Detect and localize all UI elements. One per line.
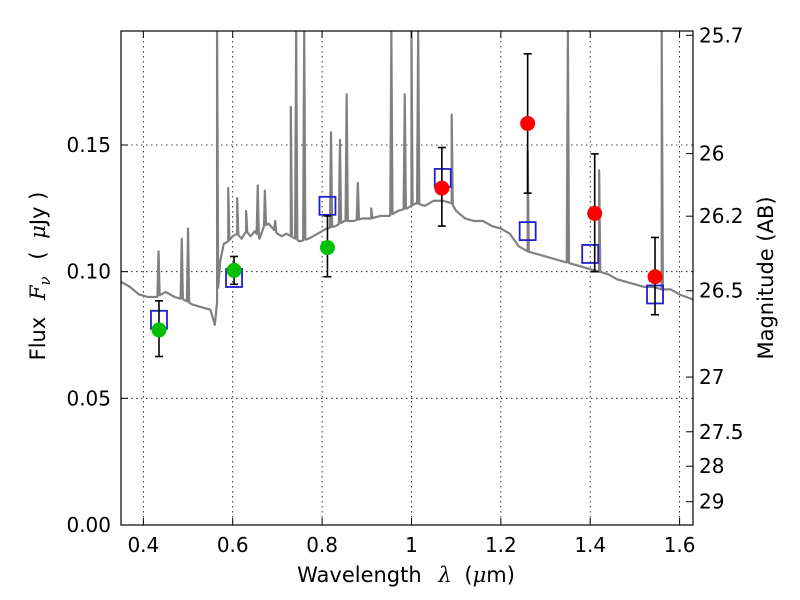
y-tick-label: 0.00: [66, 513, 111, 537]
x-tick-label: 1.2: [485, 533, 517, 557]
model-photometry-square: [318, 195, 337, 216]
y-axis-label-symbol: F: [26, 284, 50, 301]
x-tick-label: 1: [405, 533, 418, 557]
observed-flux-point: [520, 115, 536, 131]
y2-tick-label: 27.5: [699, 420, 744, 444]
observed-flux-point: [226, 262, 242, 278]
y2-tick-label: 26.2: [699, 204, 744, 228]
y-axis-label: Flux Fν ( μJy ): [26, 192, 55, 361]
x-axis-label-unit-close: m): [486, 563, 515, 587]
y-axis-label-unit-mu: μ: [26, 225, 50, 239]
tick-layer: 0.4 0.6 0.8 1 1.2 1.4 1.6 0.00 0.05 0.10 0.15 25.7 2…: [66, 23, 743, 557]
y-tick-label: 0.10: [66, 260, 111, 284]
plot-layer: [121, 31, 693, 358]
x-axis-label-text: Wavelength: [297, 563, 422, 587]
y-axis-label-unit-close: Jy ): [26, 192, 50, 228]
x-tick-label: 1.6: [664, 533, 696, 557]
plot-frame: [120, 30, 694, 526]
observed-flux-point: [319, 240, 335, 256]
x-axis-label-symbol: λ: [437, 563, 451, 587]
observed-flux-point: [151, 322, 167, 338]
observed-flux-point: [587, 205, 603, 221]
y-axis-label-unit-open: (: [26, 251, 50, 259]
model-spectrum-line: [121, 31, 693, 326]
y2-axis-label: Magnitude (AB): [754, 196, 778, 359]
x-tick-label: 0.4: [127, 533, 159, 557]
x-tick-label: 1.4: [574, 533, 606, 557]
model-photometry-square: [581, 244, 600, 264]
observed-flux-point: [647, 269, 663, 285]
model-photometry-square: [518, 221, 537, 242]
y2-tick-label: 26.5: [699, 279, 744, 303]
x-tick-label: 0.8: [306, 533, 338, 557]
x-axis-label: Wavelength λ (μm): [297, 563, 515, 587]
y2-tick-label: 28: [699, 454, 724, 478]
y-tick-label: 0.15: [66, 133, 111, 157]
observed-flux-point: [434, 180, 450, 196]
x-axis-label-unit-mu: μ: [473, 563, 487, 587]
y2-tick-label: 26: [699, 142, 724, 166]
y-tick-label: 0.05: [66, 386, 111, 410]
y2-tick-label: 29: [699, 490, 724, 514]
x-axis-label-unit-open: (: [464, 563, 472, 587]
y2-tick-label: 27: [699, 365, 724, 389]
y-axis-label-text: Flux: [26, 317, 50, 361]
x-tick-label: 0.6: [217, 533, 249, 557]
y2-tick-label: 25.7: [699, 23, 744, 47]
y-axis-label-subscript: ν: [36, 276, 54, 285]
